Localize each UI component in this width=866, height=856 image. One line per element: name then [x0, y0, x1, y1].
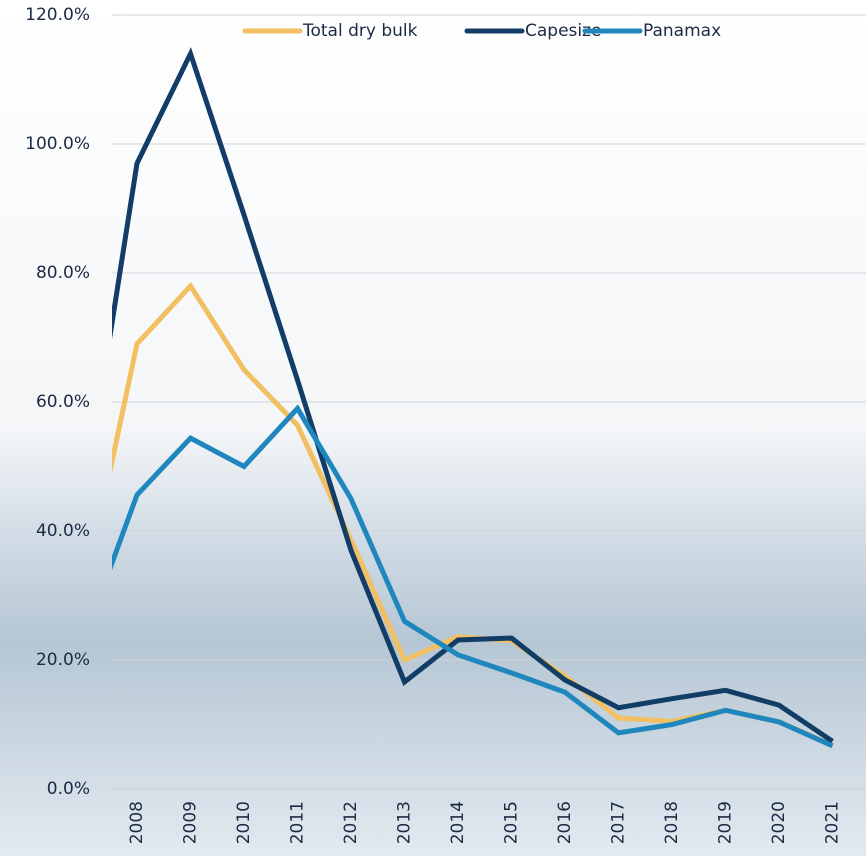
- chart: 0.0% 20.0% 40.0% 60.0% 80.0% 100.0% 120.0% 2008…: [0, 0, 866, 856]
- x-tick-label: 2008: [127, 801, 147, 844]
- x-tick-label: 2014: [448, 801, 468, 844]
- x-tick-label: 2015: [502, 801, 522, 844]
- y-tick-label: 120.0%: [25, 5, 90, 25]
- y-tick-label: 20.0%: [36, 650, 90, 670]
- legend-label: Total dry bulk: [302, 21, 418, 41]
- x-tick-label: 2017: [609, 801, 629, 844]
- x-tick-label: 2016: [555, 801, 575, 844]
- x-tick-label: 2021: [823, 801, 843, 844]
- y-tick-label: 100.0%: [25, 134, 90, 154]
- legend-label: Panamax: [643, 21, 721, 41]
- x-tick-label: 2012: [341, 801, 361, 844]
- background: [0, 0, 866, 856]
- x-tick-label: 2019: [716, 801, 736, 844]
- x-tick-label: 2013: [395, 801, 415, 844]
- y-tick-label: 40.0%: [36, 521, 90, 541]
- x-tick-label: 2009: [181, 801, 201, 844]
- x-tick-label: 2020: [769, 801, 789, 844]
- y-tick-label: 60.0%: [36, 392, 90, 412]
- y-tick-label: 0.0%: [47, 779, 90, 799]
- x-tick-label: 2018: [662, 801, 682, 844]
- y-tick-label: 80.0%: [36, 263, 90, 283]
- x-tick-label: 2011: [288, 801, 308, 844]
- x-tick-label: 2010: [234, 801, 254, 844]
